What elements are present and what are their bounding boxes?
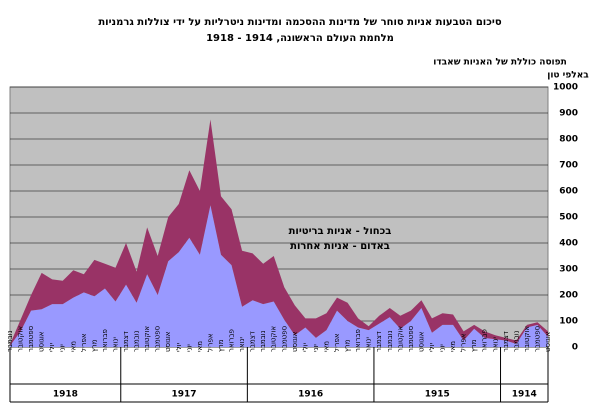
x-tick-label: אוקטובר	[143, 326, 151, 352]
legend-label: באדום - אניות אחרות	[290, 241, 390, 252]
x-tick-label: מאי	[449, 341, 457, 352]
x-tick-label: מרץ	[217, 339, 225, 352]
y-tick-label: 500	[559, 213, 578, 223]
y-tick-label: 200	[559, 291, 578, 301]
x-tick-label: יולי	[175, 343, 183, 352]
x-tick-label: יוני	[59, 344, 67, 352]
x-tick-label: ספטמבר	[154, 325, 162, 352]
x-tick-label: אוקטובר	[523, 326, 531, 352]
x-tick-label: אוקטובר	[396, 326, 404, 352]
x-tick-label: ספטמבר	[407, 325, 415, 352]
x-tick-label: נובמבר	[512, 330, 520, 352]
x-tick-label: פברואר	[101, 329, 109, 352]
area	[10, 119, 548, 346]
x-tick-label: דצמבר	[502, 331, 510, 352]
y-tick-label: 600	[559, 187, 578, 197]
x-tick-label: אוקטובר	[17, 326, 25, 352]
x-tick-label: נובמבר	[386, 330, 394, 352]
y-tick-label: 1000	[553, 83, 578, 93]
x-tick-label: מאי	[69, 341, 77, 352]
x-tick-label: יולי	[428, 343, 436, 352]
x-tick-label: אפריל	[80, 333, 88, 352]
x-tick-label: ספטמבר	[280, 325, 288, 352]
year-label: 1917	[172, 390, 197, 400]
x-tick-label: אוגוסט	[38, 331, 46, 352]
x-tick-label: מרץ	[470, 339, 478, 352]
x-tick-label: ינואר	[491, 337, 499, 352]
x-tick-label: נובמבר	[133, 330, 141, 352]
chart-title: מלחמת העולם הראשונה, 1914 - 1918	[206, 33, 394, 44]
x-tick-label: ינואר	[111, 337, 119, 352]
x-tick-label: ספטמבר	[27, 325, 35, 352]
y-tick-label: 900	[559, 109, 578, 119]
y-tick-label: 100	[559, 317, 578, 327]
area	[10, 205, 548, 347]
year-label: 1916	[298, 390, 323, 400]
x-tick-label: דצמבר	[122, 331, 130, 352]
x-tick-label: אוגוסט	[291, 331, 299, 352]
y-tick-label: 800	[559, 135, 578, 145]
x-tick-label: דצמבר	[249, 331, 257, 352]
x-tick-label: יולי	[48, 343, 56, 352]
x-tick-label: ספטמבר	[533, 325, 541, 352]
legend-label: בכחול - אניות בריטיות	[289, 226, 392, 237]
year-label: 1915	[425, 390, 450, 400]
x-tick-label: פברואר	[481, 329, 489, 352]
x-tick-label: אפריל	[206, 333, 214, 352]
x-tick-label: יוני	[185, 344, 193, 352]
y-tick-label: 0	[572, 343, 578, 353]
x-tick-label: מרץ	[90, 339, 98, 352]
x-tick-label: אפריל	[460, 333, 468, 352]
x-tick-label: אוקטובר	[270, 326, 278, 352]
x-tick-label: אוגוסט	[164, 331, 172, 352]
y-tick-label: 400	[559, 239, 578, 249]
x-tick-label: דצמבר	[375, 331, 383, 352]
x-tick-label: מרץ	[344, 339, 352, 352]
x-tick-label: אוגוסט	[544, 331, 552, 352]
x-tick-label: פברואר	[228, 329, 236, 352]
x-tick-label: יולי	[301, 343, 309, 352]
x-tick-label: יוני	[312, 344, 320, 352]
x-tick-label: פברואר	[354, 329, 362, 352]
x-tick-label: ינואר	[365, 337, 373, 352]
x-tick-label: מאי	[196, 341, 204, 352]
chart-title: סיכום הטבעות אניות סוחר של מדינות ההסכמה…	[98, 17, 501, 28]
y-axis-label: באלפי טון	[547, 71, 589, 81]
y-tick-label: 300	[559, 265, 578, 275]
year-label: 1918	[53, 390, 78, 400]
x-tick-label: אפריל	[333, 333, 341, 352]
y-tick-label: 700	[559, 161, 578, 171]
x-tick-label: אוגוסט	[417, 331, 425, 352]
x-tick-label: נובמבר	[6, 330, 14, 352]
x-tick-label: נובמבר	[259, 330, 267, 352]
x-tick-label: מאי	[322, 341, 330, 352]
x-tick-label: יוני	[439, 344, 447, 352]
x-tick-label: ינואר	[238, 337, 246, 352]
y-axis-label: תפוסה כוללת של האניות שאבדו	[433, 58, 566, 68]
year-label: 1914	[512, 390, 537, 400]
